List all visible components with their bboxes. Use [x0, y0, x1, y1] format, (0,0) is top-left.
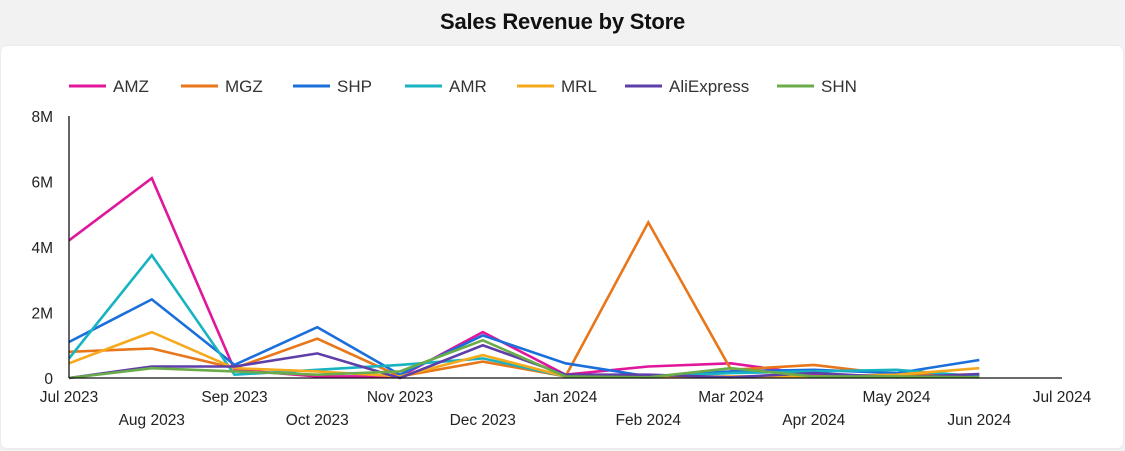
series-line-mgz: [68, 219, 980, 378]
x-tick-label: Sep 2023: [201, 389, 267, 406]
legend-label: SHN: [821, 77, 857, 96]
x-tick-label: Jun 2024: [947, 412, 1011, 429]
legend-label: AMZ: [113, 77, 149, 96]
line-chart: AMZ MGZ SHP AMR MRL AliExpress SHN 0 2M 4M 6M 8M J…: [31, 77, 1092, 429]
y-axis-ticks: 0 2M 4M 6M 8M: [31, 109, 53, 388]
x-tick-label: Mar 2024: [698, 389, 764, 406]
x-tick-label: Jul 2023: [40, 389, 99, 406]
x-tick-label: Jan 2024: [534, 389, 598, 406]
series-line-amz: [68, 176, 980, 378]
x-axis-ticks: Jul 2023 Aug 2023 Sep 2023 Oct 2023 Nov 2023…: [40, 389, 1092, 429]
legend-item-amz[interactable]: AMZ: [69, 77, 149, 96]
x-tick-label: Dec 2023: [450, 412, 516, 429]
legend-label: MRL: [561, 77, 597, 96]
legend-item-shn[interactable]: SHN: [777, 77, 857, 96]
x-tick-label: Feb 2024: [616, 412, 682, 429]
legend-item-mrl[interactable]: MRL: [517, 77, 597, 96]
chart-title: Sales Revenue by Store: [439, 9, 686, 34]
y-tick-label: 4M: [31, 240, 53, 257]
legend-item-shp[interactable]: SHP: [293, 77, 372, 96]
y-tick-label: 6M: [31, 175, 53, 192]
legend-label: AliExpress: [669, 77, 749, 96]
axes: [68, 116, 1062, 379]
series-lines: [67, 176, 980, 380]
chart-card: AMZ MGZ SHP AMR MRL AliExpress SHN 0 2M 4M 6M 8M J…: [1, 46, 1123, 448]
series-line-shn: [68, 338, 980, 380]
series-line-aliexpress: [68, 343, 980, 380]
legend-label: MGZ: [225, 77, 263, 96]
x-tick-label: Nov 2023: [367, 389, 433, 406]
legend-item-amr[interactable]: AMR: [405, 77, 487, 96]
legend-item-aliexpress[interactable]: AliExpress: [625, 77, 749, 96]
x-tick-label: Aug 2023: [119, 412, 185, 429]
legend-item-mgz[interactable]: MGZ: [181, 77, 263, 96]
legend-label: SHP: [337, 77, 372, 96]
x-tick-label: Jul 2024: [1033, 389, 1092, 406]
legend: AMZ MGZ SHP AMR MRL AliExpress SHN: [69, 77, 857, 96]
y-tick-label: 0: [44, 371, 53, 388]
x-tick-label: May 2024: [862, 389, 930, 406]
x-tick-label: Apr 2024: [782, 412, 845, 429]
x-tick-label: Oct 2023: [286, 412, 349, 429]
y-tick-label: 2M: [31, 306, 53, 323]
y-tick-label: 8M: [31, 109, 53, 126]
legend-label: AMR: [449, 77, 487, 96]
series-line-amr: [67, 253, 980, 378]
